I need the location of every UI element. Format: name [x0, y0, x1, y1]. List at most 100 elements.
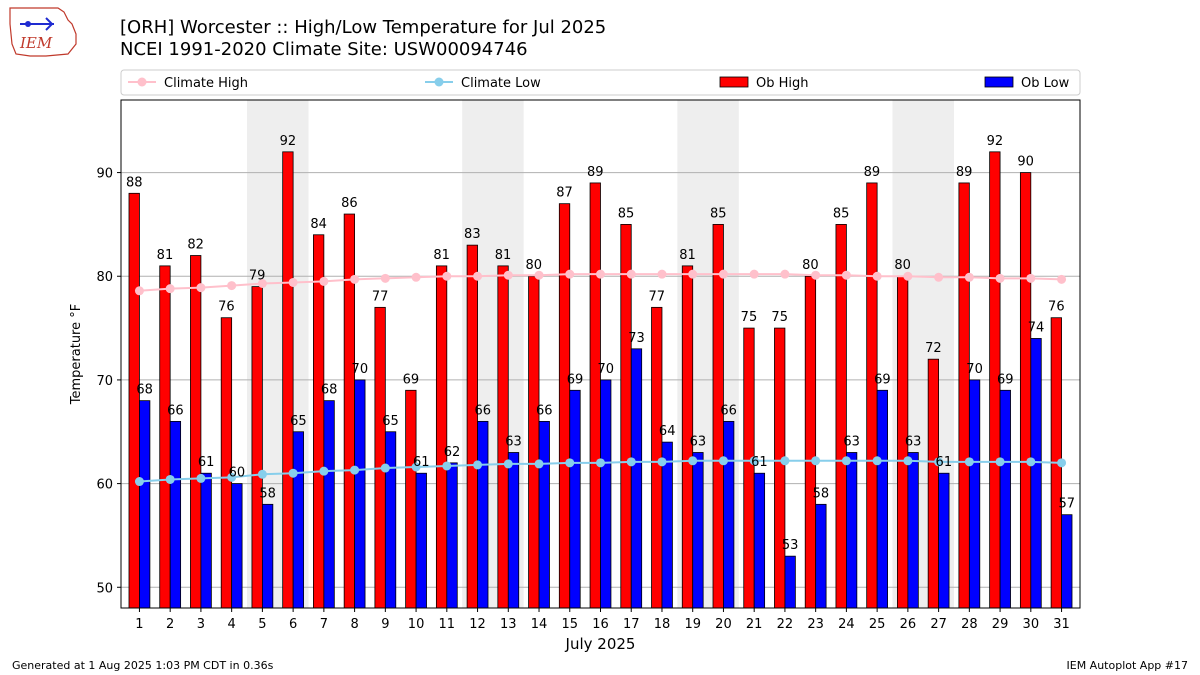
x-tick-label: 26	[900, 617, 917, 632]
climate-low-point	[749, 456, 759, 466]
climate-high-point	[626, 269, 636, 279]
x-tick-label: 21	[746, 617, 763, 632]
ob-low-bar	[231, 483, 243, 609]
climate-lines	[134, 269, 1067, 487]
climate-low-point	[903, 456, 913, 466]
ob-high-bar-label: 80	[802, 258, 819, 273]
ob-low-bar	[507, 452, 520, 609]
ob-low-bar-label: 58	[813, 486, 830, 501]
climate-high-legend-marker	[137, 77, 147, 87]
ob-low-bar	[661, 441, 673, 609]
ob-low-bar	[415, 472, 427, 609]
climate-high-point	[257, 279, 267, 289]
iowa-outline	[9, 7, 77, 57]
climate-high-point	[903, 271, 913, 281]
climate-high-point	[718, 269, 728, 279]
y-tick-label: 80	[96, 270, 113, 285]
climate-high-point	[780, 269, 790, 279]
sun-icon	[25, 21, 31, 27]
ob-low-bar-label: 66	[536, 403, 553, 418]
climate-low-point	[1026, 457, 1036, 467]
ob-high-bar-label: 77	[372, 289, 389, 304]
legend: Climate High Climate Low Ob High Ob Low	[120, 69, 1081, 96]
ob-low-bar-label: 74	[1028, 320, 1045, 335]
climate-low-legend-label: Climate Low	[461, 76, 541, 91]
ob-high-bar	[159, 265, 171, 609]
ob-high-bar-label: 81	[157, 248, 174, 263]
ob-high-bar-label: 72	[925, 341, 942, 356]
ob-high-bar	[374, 306, 386, 609]
x-tick-label: 15	[561, 617, 578, 632]
ob-low-bar	[1061, 514, 1073, 609]
x-tick-label: 19	[684, 617, 701, 632]
climate-low-point	[319, 466, 329, 476]
ob-low-bar	[692, 452, 704, 609]
ob-low-bar	[630, 348, 643, 609]
x-tick-label: 31	[1053, 617, 1070, 632]
climate-high-point	[934, 272, 944, 282]
climate-low-point	[811, 456, 821, 466]
climate-low-point	[165, 474, 175, 484]
climate-high-point	[688, 269, 698, 279]
ob-high-bar	[313, 234, 325, 609]
climate-low-point	[841, 456, 851, 466]
y-tick-label: 60	[96, 478, 113, 493]
logo-text: IEM	[19, 34, 53, 52]
ob-low-bar-label: 58	[259, 486, 276, 501]
ob-low-bar-label: 60	[229, 466, 246, 481]
ob-low-bar-label: 70	[352, 362, 369, 377]
ob-high-bar	[589, 182, 601, 609]
chart-subtitle: NCEI 1991-2020 Climate Site: USW00094746	[120, 39, 528, 60]
climate-high-point	[134, 286, 144, 296]
ob-high-bar-label: 88	[126, 175, 143, 190]
ob-high-bar	[128, 192, 140, 609]
x-tick-label: 20	[715, 617, 732, 632]
iem-logo: IEM	[9, 7, 77, 57]
ob-high-bar-label: 81	[679, 248, 696, 263]
ob-low-bar	[446, 462, 458, 609]
ob-low-legend-label: Ob Low	[1021, 76, 1070, 91]
ob-low-bar	[169, 420, 182, 609]
ob-high-bar	[958, 182, 970, 609]
x-tick-label: 2	[166, 617, 174, 632]
climate-high-point	[657, 269, 667, 279]
ob-low-bar-label: 66	[475, 403, 492, 418]
ob-low-bar	[538, 420, 550, 609]
ob-low-bar-label: 66	[167, 403, 184, 418]
ob-low-bar-label: 63	[843, 434, 860, 449]
climate-low-legend-marker	[434, 77, 444, 87]
ob-low-bar	[999, 389, 1011, 609]
ob-high-bar	[558, 203, 571, 609]
ob-high-bar	[620, 224, 632, 609]
x-tick-label: 16	[592, 617, 609, 632]
climate-low-point	[350, 465, 360, 475]
ob-high-bar	[835, 224, 847, 609]
ob-high-bar	[528, 275, 540, 609]
y-axis-label: Temperature °F	[69, 304, 84, 405]
ob-high-bar	[190, 255, 202, 609]
ob-high-bar-label: 76	[1048, 300, 1065, 315]
climate-high-point	[995, 273, 1005, 283]
ob-high-bar-label: 80	[526, 258, 543, 273]
ob-high-bar-label: 77	[648, 289, 665, 304]
climate-low-point	[995, 457, 1005, 467]
ob-low-bar-label: 65	[290, 414, 307, 429]
ob-low-bar-label: 53	[782, 538, 799, 553]
ob-low-bar-label: 68	[136, 383, 153, 398]
climate-high-point	[1026, 273, 1036, 283]
climate-low-point	[227, 472, 237, 482]
ob-high-bar	[282, 151, 294, 609]
y-tick-label: 50	[96, 581, 113, 596]
ob-low-bar-label: 69	[567, 372, 584, 387]
climate-high-point	[872, 271, 882, 281]
chart-title: [ORH] Worcester :: High/Low Temperature …	[120, 17, 607, 38]
ob-high-bar	[466, 244, 478, 609]
x-tick-label: 3	[197, 617, 205, 632]
x-tick-label: 28	[961, 617, 978, 632]
ob-high-bar-label: 81	[433, 248, 450, 263]
ob-high-bar-label: 85	[710, 206, 727, 221]
climate-low-point	[257, 469, 267, 479]
climate-high-point	[442, 271, 452, 281]
ob-high-bar-label: 89	[956, 165, 973, 180]
